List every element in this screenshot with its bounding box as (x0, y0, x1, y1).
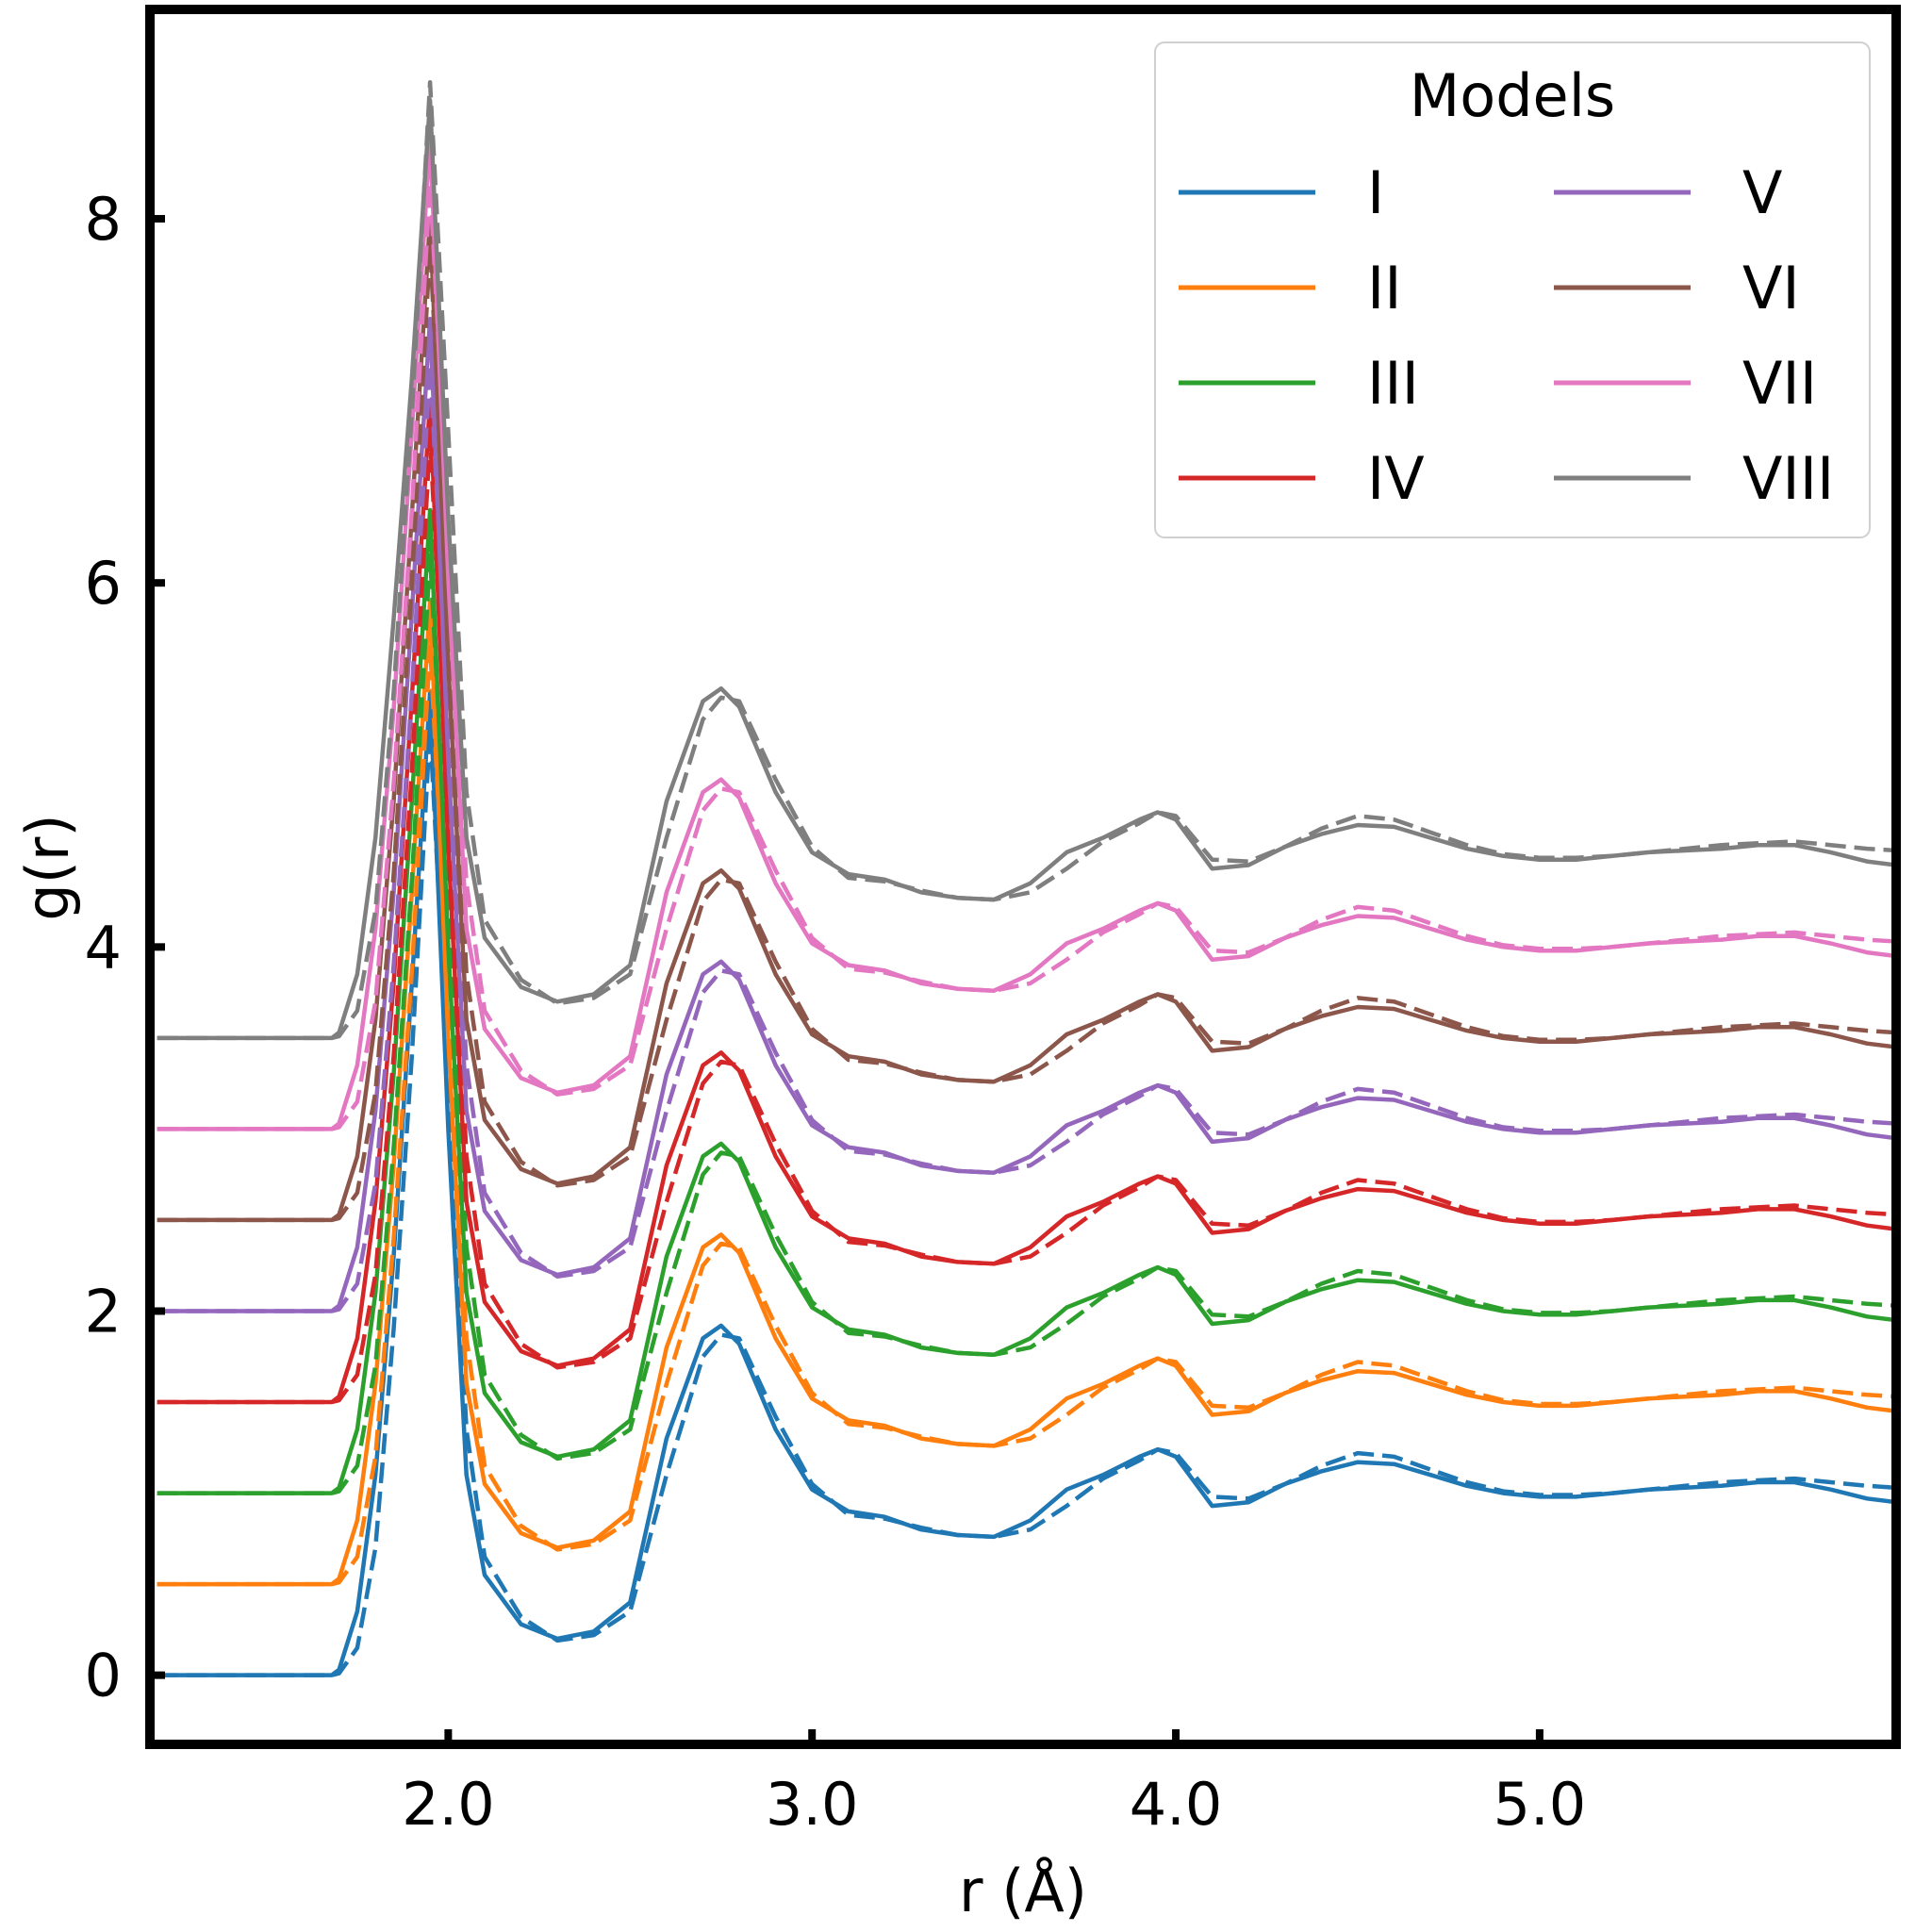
legend-label-IV: IV (1367, 444, 1425, 513)
series-III-model-line (157, 507, 1896, 1495)
series-III-reference-line (157, 553, 1896, 1495)
x-tick-label: 5.0 (1494, 1770, 1587, 1839)
plot-frame (145, 5, 1901, 1749)
series-V-model-line (157, 316, 1896, 1313)
y-tick-label: 0 (85, 1642, 122, 1710)
series-II-model-line (157, 599, 1896, 1587)
y-tick-label: 8 (85, 185, 122, 254)
legend-title: Models (1410, 61, 1615, 130)
series-VII-model-line (157, 134, 1896, 1131)
series-II-reference-line (157, 644, 1896, 1587)
y-axis: 0 2 4 6 8 (85, 185, 165, 1710)
x-tick-label: 2.0 (402, 1770, 495, 1839)
series-VI-model-line (157, 216, 1896, 1223)
y-tick-label: 4 (85, 913, 122, 982)
x-tick-label: 4.0 (1130, 1770, 1223, 1839)
legend-label-V: V (1742, 158, 1782, 227)
legend-label-VII: VII (1742, 349, 1817, 418)
series-IV-model-line (157, 398, 1896, 1405)
legend-label-II: II (1367, 254, 1402, 322)
y-tick-label: 6 (85, 549, 122, 618)
y-tick-label: 2 (85, 1277, 122, 1346)
x-axis: 2.0 3.0 4.0 5.0 (402, 1729, 1586, 1839)
legend-box (1154, 41, 1871, 538)
legend-label-I: I (1367, 158, 1384, 227)
x-tick-label: 3.0 (766, 1770, 859, 1839)
y-axis-label: g(r) (13, 814, 82, 920)
legend-label-III: III (1367, 349, 1419, 418)
curves-layer (157, 79, 1896, 1677)
legend-label-VIII: VIII (1742, 444, 1834, 513)
series-VIII-model-line (157, 98, 1896, 1041)
legend-label-VI: VI (1742, 254, 1800, 322)
x-axis-label: r (Å) (959, 1857, 1087, 1925)
series-I-model-line (157, 689, 1896, 1677)
